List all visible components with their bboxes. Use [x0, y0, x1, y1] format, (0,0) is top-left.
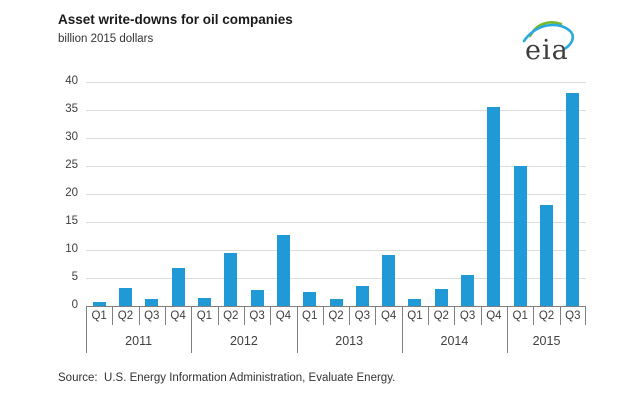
quarter-label-5: Q2 — [223, 310, 239, 322]
quarter-label-16: Q1 — [512, 310, 528, 322]
quarter-label-6: Q3 — [249, 310, 265, 322]
quarter-tick-6 — [244, 307, 245, 325]
quarter-tick-1 — [112, 307, 113, 325]
quarter-tick-9 — [323, 307, 324, 325]
y-tick-label-35: 35 — [65, 103, 78, 115]
bar-Q2-5 — [224, 252, 238, 306]
chart-subtitle: billion 2015 dollars — [58, 33, 154, 45]
quarter-tick-2 — [139, 307, 140, 325]
quarter-label-18: Q3 — [565, 310, 581, 322]
quarter-tick-13 — [428, 307, 429, 325]
y-tick-label-20: 20 — [65, 187, 78, 199]
bar-Q3-6 — [250, 289, 264, 306]
quarter-tick-10 — [349, 307, 350, 325]
gridline-15 — [86, 222, 586, 223]
quarter-label-4: Q1 — [196, 310, 213, 322]
quarter-label-15: Q4 — [486, 310, 502, 322]
gridline-30 — [86, 138, 586, 139]
gridline-5 — [86, 278, 586, 279]
year-boundary-line-16 — [507, 307, 508, 353]
quarter-tick-15 — [481, 307, 482, 325]
source-note: Source: U.S. Energy Information Administ… — [58, 372, 396, 384]
bar-Q2-1 — [118, 288, 132, 306]
bar-Q2-17 — [540, 205, 554, 306]
quarter-tick-3 — [165, 307, 166, 325]
gridline-10 — [86, 250, 586, 251]
bar-Q1-8 — [303, 292, 317, 306]
quarter-label-13: Q2 — [433, 310, 449, 322]
quarter-label-0: Q1 — [91, 310, 107, 322]
bar-Q4-11 — [382, 255, 396, 306]
bar-Q1-16 — [513, 166, 527, 306]
y-tick-label-0: 0 — [71, 299, 78, 311]
bar-Q2-9 — [329, 299, 343, 306]
gridline-25 — [86, 166, 586, 167]
quarter-tick-18 — [560, 307, 561, 325]
quarter-label-3: Q4 — [170, 310, 186, 322]
quarter-label-12: Q1 — [407, 310, 423, 322]
chart-title: Asset write-downs for oil companies — [58, 12, 293, 27]
y-tick-label-25: 25 — [65, 159, 78, 171]
quarter-label-14: Q3 — [459, 310, 476, 322]
bar-Q3-14 — [461, 275, 475, 306]
bar-Q3-10 — [355, 286, 369, 306]
y-tick-label-40: 40 — [65, 75, 78, 87]
bar-Q3-18 — [566, 93, 580, 306]
bar-Q4-3 — [171, 267, 185, 306]
quarter-label-11: Q4 — [380, 310, 397, 322]
bar-Q1-4 — [197, 298, 211, 306]
bar-Q1-0 — [92, 301, 106, 306]
quarter-tick-17 — [533, 307, 534, 325]
year-label-2011: 2011 — [125, 334, 153, 348]
quarter-tick-5 — [218, 307, 219, 325]
quarter-label-17: Q2 — [538, 310, 555, 322]
year-label-2012: 2012 — [229, 334, 258, 348]
gridline-40 — [86, 82, 586, 83]
x-axis: Q1 Q2 Q3 Q4 Q1 Q2 Q3 Q4 Q1 Q2 Q3 Q4 Q1 Q2 Q3 Q4 Q1 Q2 Q3 20… — [86, 307, 587, 355]
bar-Q2-13 — [434, 289, 448, 306]
year-boundary-line-4 — [191, 307, 192, 353]
bar-Q4-15 — [487, 107, 501, 306]
plot-area — [86, 82, 586, 307]
quarter-tick-11 — [375, 307, 376, 325]
quarter-label-2: Q3 — [144, 310, 160, 322]
quarter-label-1: Q2 — [117, 310, 134, 322]
bar-Q1-12 — [408, 299, 422, 306]
bar-Q4-7 — [276, 235, 290, 306]
year-boundary-line-8 — [297, 307, 298, 353]
quarter-label-8: Q1 — [302, 310, 318, 322]
year-label-2014: 2014 — [440, 334, 469, 348]
eia-logo: eia — [522, 21, 575, 66]
bar-Q3-2 — [145, 298, 159, 306]
gridline-35 — [86, 110, 586, 111]
y-tick-label-5: 5 — [71, 271, 78, 283]
year-label-2013: 2013 — [335, 334, 364, 348]
quarter-tick-14 — [454, 307, 455, 325]
year-label-2015: 2015 — [532, 334, 561, 348]
y-tick-label-10: 10 — [65, 243, 78, 255]
y-tick-label-30: 30 — [65, 131, 78, 143]
quarter-label-10: Q3 — [354, 310, 370, 322]
year-boundary-line-12 — [402, 307, 403, 353]
eia-logo-text: eia — [525, 35, 569, 66]
quarter-tick-19 — [585, 307, 586, 325]
quarter-tick-7 — [270, 307, 271, 325]
y-tick-label-15: 15 — [65, 215, 78, 227]
quarter-label-9: Q2 — [328, 310, 344, 322]
year-boundary-line-0 — [86, 307, 87, 353]
quarter-label-7: Q4 — [275, 310, 292, 322]
gridline-20 — [86, 194, 586, 195]
eia-logo-blue-swoosh — [522, 23, 575, 51]
